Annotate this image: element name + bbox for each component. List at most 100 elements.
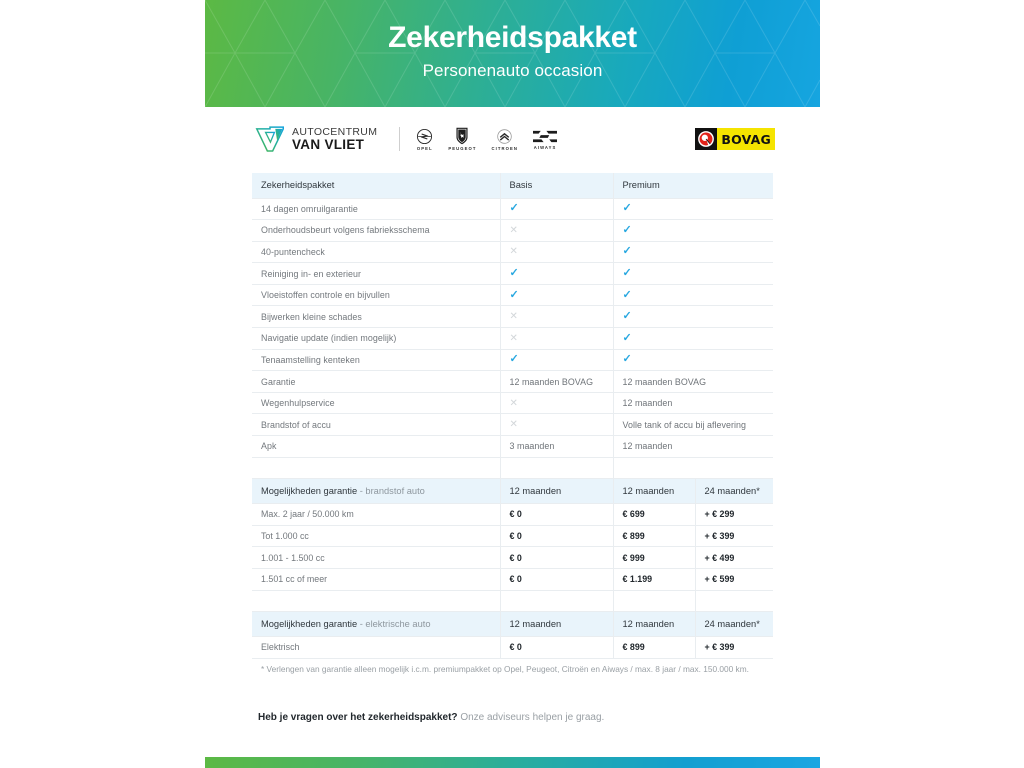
fuel-header-title-sub: - brandstof auto [357, 485, 425, 496]
page-subtitle: Personenauto occasion [422, 60, 603, 80]
cross-icon: ✕ [509, 246, 518, 258]
basis-cross-icon: ✕ [499, 413, 613, 437]
premium-check-icon: ✓ [612, 241, 773, 264]
opel-logo-label: OPEL [416, 145, 433, 151]
check-icon: ✓ [622, 267, 632, 280]
cross-icon: ✕ [509, 224, 518, 236]
basis-check-icon: ✓ [499, 349, 613, 372]
bovag-emblem-icon [695, 128, 718, 150]
citroen-logo: CITROEN [492, 128, 519, 151]
fuel-column-header-1: 12 maanden [499, 478, 613, 505]
table-row: Reiniging in- en exterieur ✓ ✓ [252, 262, 773, 285]
basis-check-icon: ✓ [499, 262, 613, 285]
premium-value: Volle tank of accu bij aflevering [612, 413, 773, 437]
check-icon: ✓ [509, 288, 519, 301]
basis-cross-icon: ✕ [499, 327, 613, 350]
price-value-2: € 899 [612, 525, 695, 548]
fuel-spacer-body [252, 590, 773, 612]
dealer-name-line2: VAN VLIET [292, 136, 365, 152]
price-value-3: + € 499 [694, 546, 773, 569]
price-row-label: Elektrisch [252, 636, 500, 659]
contact-question: Heb je vragen over het zekerheidspakket? [258, 712, 458, 723]
premium-check-icon: ✓ [612, 284, 773, 307]
price-value-1: € 0 [499, 568, 613, 591]
price-value-1: € 0 [499, 503, 613, 526]
table-row: Apk 3 maanden 12 maanden [252, 435, 773, 458]
triangle-pattern-icon [205, 0, 820, 107]
price-value-3: + € 399 [694, 525, 773, 548]
page-title: Zekerheidspakket [388, 21, 637, 54]
peugeot-logo: PEUGEOT [448, 127, 476, 151]
oem-logo-row: OPEL PEUGEOT CITROEN [416, 127, 558, 151]
fuel-warranty-table: Mogelijkheden garantie - brandstof auto … [252, 478, 773, 612]
check-icon: ✓ [622, 223, 632, 236]
table-row: Elektrisch € 0 € 899 + € 399 [252, 636, 773, 659]
table-row: Max. 2 jaar / 50.000 km € 0 € 699 + € 299 [252, 503, 773, 526]
logo-divider [399, 127, 401, 151]
basis-cross-icon: ✕ [499, 305, 613, 329]
basis-check-icon: ✓ [499, 198, 613, 221]
price-value-3: + € 599 [694, 568, 773, 591]
table-row: Wegenhulpservice ✕ 12 maanden [252, 392, 773, 415]
feature-label: 14 dagen omruilgarantie [252, 198, 500, 221]
table-row: Navigatie update (indien mogelijk) ✕ ✓ [252, 327, 773, 350]
check-icon: ✓ [622, 245, 632, 258]
aiways-logo-label: AIWAYS [533, 144, 557, 150]
header-banner: Zekerheidspakket Personenauto occasion [205, 0, 820, 107]
fuel-warranty-body: Max. 2 jaar / 50.000 km € 0 € 699 + € 299 To… [252, 503, 773, 591]
table-row: 14 dagen omruilgarantie ✓ ✓ [252, 198, 773, 221]
dealer-name-line1: AUTOCENTRUM [292, 126, 378, 138]
premium-check-icon: ✓ [612, 327, 773, 350]
table-row: Brandstof of accu ✕ Volle tank of accu bij… [252, 413, 773, 437]
table-row: Vloeistoffen controle en bijvullen ✓ ✓ [252, 284, 773, 307]
dealer-logo[interactable]: AUTOCENTRUM VAN VLIET [255, 125, 377, 153]
feature-label: Bijwerken kleine schades [252, 305, 500, 329]
table-row: Tenaamstelling kenteken ✓ ✓ [252, 349, 773, 372]
column-header-basis: Basis [499, 173, 613, 199]
feature-label: Garantie [252, 370, 500, 393]
fuel-header-title: Mogelijkheden garantie - brandstof auto [252, 478, 500, 505]
cross-icon: ✕ [509, 311, 518, 323]
check-icon: ✓ [622, 288, 632, 301]
electric-warranty-table: Mogelijkheden garantie - elektrische aut… [252, 611, 773, 659]
price-row-label: 1.001 - 1.500 cc [252, 546, 500, 569]
table-row: 1.501 cc of meer € 0 € 1.199 + € 599 [252, 568, 773, 591]
price-value-1: € 0 [499, 636, 613, 659]
footer-gradient-bar [205, 757, 820, 768]
table-row: Garantie 12 maanden BOVAG 12 maanden BOVAG [252, 370, 773, 393]
price-value-2: € 1.199 [612, 568, 695, 591]
cross-icon: ✕ [509, 332, 518, 344]
basis-value: 3 maanden [499, 435, 613, 458]
bovag-badge[interactable]: BOVAG [695, 128, 775, 150]
feature-label: Onderhoudsbeurt volgens fabrieksschema [252, 219, 500, 242]
check-icon: ✓ [509, 202, 519, 215]
peugeot-logo-icon [456, 127, 468, 145]
contact-answer: Onze adviseurs helpen je graag. [460, 712, 605, 723]
feature-label: 40-puntencheck [252, 241, 500, 264]
check-icon: ✓ [622, 353, 632, 366]
column-header-feature: Zekerheidspakket [252, 173, 500, 199]
price-value-2: € 899 [612, 636, 695, 659]
check-icon: ✓ [509, 267, 519, 280]
electric-column-header-2: 12 maanden [612, 611, 695, 637]
basis-value: 12 maanden BOVAG [499, 370, 613, 393]
fuel-column-header-3: 24 maanden* [694, 478, 773, 505]
check-icon: ✓ [622, 331, 632, 344]
bovag-label: BOVAG [717, 128, 775, 150]
dealer-wordmark: AUTOCENTRUM VAN VLIET [292, 127, 377, 151]
table-row: Bijwerken kleine schades ✕ ✓ [252, 305, 773, 329]
citroen-logo-label: CITROEN [491, 145, 519, 151]
feature-label: Navigatie update (indien mogelijk) [252, 327, 500, 350]
opel-logo-icon [417, 128, 433, 144]
v-hexagon-logo-icon [255, 125, 284, 152]
logo-bar: AUTOCENTRUM VAN VLIET OPEL [255, 120, 775, 158]
price-value-1: € 0 [499, 546, 613, 569]
basis-cross-icon: ✕ [499, 392, 613, 415]
price-value-3: + € 299 [694, 503, 773, 526]
contact-line: Heb je vragen over het zekerheidspakket?… [258, 712, 604, 723]
citroen-logo-icon [497, 128, 512, 144]
column-header-premium: Premium [612, 173, 773, 199]
electric-column-header-1: 12 maanden [499, 611, 613, 637]
premium-check-icon: ✓ [612, 262, 773, 285]
